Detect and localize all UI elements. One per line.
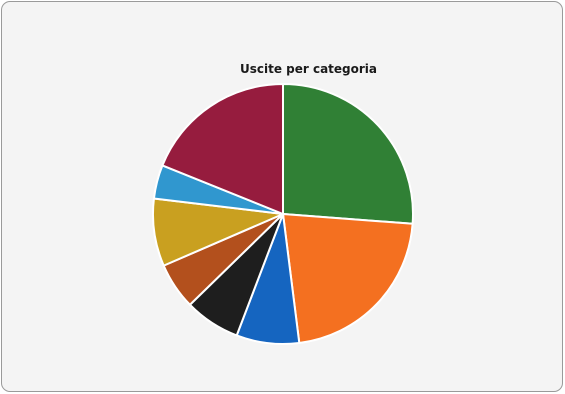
- chart-title: Uscite per categoria: [239, 62, 378, 76]
- pie-slice-2: [282, 213, 414, 344]
- pie-slice-8: [161, 83, 284, 215]
- pie-slice-1: [282, 83, 414, 225]
